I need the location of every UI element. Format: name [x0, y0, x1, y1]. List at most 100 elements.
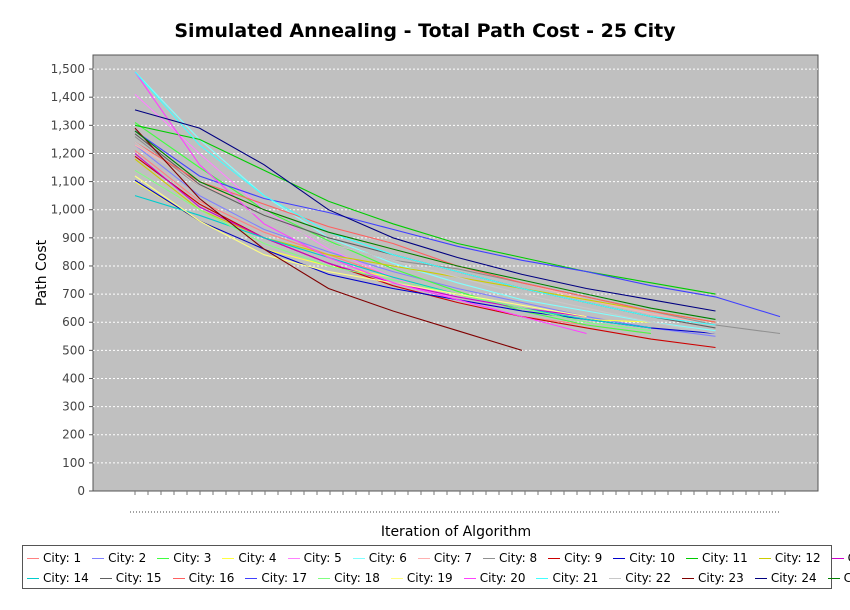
- legend-item: City: 10: [613, 551, 675, 565]
- y-tick-label: 500: [62, 343, 85, 357]
- y-axis-label: Path Cost: [34, 239, 50, 306]
- legend-label: City: 6: [368, 551, 407, 565]
- y-tick-label: 1,100: [51, 175, 85, 189]
- legend-label: City: 13: [848, 551, 850, 565]
- y-tick-label: 100: [62, 456, 85, 470]
- legend-item: City: 11: [686, 551, 748, 565]
- legend-label: City: 9: [564, 551, 603, 565]
- legend-swatch: [27, 577, 39, 579]
- legend-item: City: 12: [758, 551, 821, 565]
- series-line: [134, 124, 716, 295]
- legend-swatch: [548, 557, 561, 559]
- legend-label: City: 25: [843, 571, 850, 585]
- x-axis-label: Iteration of Algorithm: [381, 524, 531, 540]
- legend-label: City: 17: [261, 571, 308, 585]
- y-tick-label: 600: [62, 315, 85, 329]
- legend-swatch: [758, 557, 771, 559]
- series-line: [134, 127, 523, 351]
- legend-item: City: 20: [463, 571, 526, 585]
- legend-swatch: [827, 577, 840, 579]
- legend-item: City: 22: [609, 571, 671, 585]
- legend-label: City: 3: [173, 551, 212, 565]
- series-line: [134, 71, 587, 335]
- legend-label: City: 21: [552, 571, 599, 585]
- legend-swatch: [682, 577, 695, 579]
- legend-item: City: 6: [352, 551, 407, 565]
- legend-swatch: [754, 577, 767, 579]
- series-line: [134, 71, 716, 326]
- series-line: [134, 109, 716, 312]
- legend-swatch: [390, 577, 403, 579]
- legend-label: City: 15: [115, 571, 162, 585]
- y-tick-label: 700: [62, 287, 85, 301]
- legend-swatch: [287, 557, 300, 559]
- legend-swatch: [27, 557, 39, 559]
- legend-item: City: 16: [172, 571, 235, 585]
- legend-item: City: 21: [536, 571, 598, 585]
- legend-row: City: 1 City: 2 City: 3 City: 4 City: 5 City:…: [27, 548, 850, 568]
- legend-swatch: [172, 577, 185, 579]
- legend-label: City: 5: [303, 551, 342, 565]
- legend-item: City: 18: [318, 571, 380, 585]
- series-line: [134, 195, 652, 329]
- legend-item: City: 14: [27, 571, 89, 585]
- legend-label: City: 19: [406, 571, 453, 585]
- legend-item: City: 19: [390, 571, 453, 585]
- legend-item: City: 3: [157, 551, 211, 565]
- y-tick-label: 1,400: [51, 90, 85, 104]
- legend-label: City: 8: [498, 551, 538, 565]
- legend-label: City: 20: [479, 571, 526, 585]
- legend-label: City: 11: [702, 551, 748, 565]
- legend-item: City: 17: [245, 571, 307, 585]
- legend-item: City: 23: [682, 571, 744, 585]
- plot-area: [92, 54, 819, 492]
- series-line: [134, 175, 587, 318]
- legend-label: City: 7: [433, 551, 472, 565]
- legend-swatch: [417, 557, 430, 559]
- y-tick-label: 1,200: [51, 146, 85, 160]
- legend-swatch: [482, 557, 495, 559]
- series-line: [134, 122, 652, 335]
- legend-label: City: 24: [770, 571, 817, 585]
- legend-swatch: [92, 557, 105, 559]
- legend-swatch: [613, 557, 626, 559]
- legend-swatch: [318, 577, 331, 579]
- y-tick-label: 300: [62, 400, 85, 414]
- y-tick-label: 1,300: [51, 118, 85, 132]
- legend-item: City: 24: [754, 571, 817, 585]
- legend-swatch: [245, 577, 258, 579]
- legend-label: City: 12: [774, 551, 821, 565]
- legend-item: City: 15: [99, 571, 162, 585]
- axes: 0 100 200 300 400 500 600 700 800 900 1,000 1,100 1,…: [51, 62, 786, 513]
- legend-item: City: 9: [548, 551, 602, 565]
- series-line: [134, 71, 716, 332]
- y-tick-label: 800: [62, 259, 85, 273]
- legend-item: City: 7: [417, 551, 472, 565]
- series-line: [134, 141, 716, 323]
- y-tick-label: 1,000: [51, 203, 85, 217]
- legend-label: City: 2: [108, 551, 147, 565]
- y-tick-label: 0: [77, 484, 85, 498]
- legend-swatch: [157, 557, 170, 559]
- series-line: [134, 130, 716, 320]
- legend-swatch: [222, 557, 235, 559]
- legend: City: 1 City: 2 City: 3 City: 4 City: 5 City:…: [22, 545, 850, 589]
- legend-item: City: 8: [482, 551, 538, 565]
- legend-item: City: 2: [92, 551, 146, 565]
- legend-label: City: 14: [43, 571, 89, 585]
- legend-swatch: [609, 577, 622, 579]
- legend-label: City: 18: [334, 571, 380, 585]
- legend-swatch: [686, 557, 699, 559]
- series-line: [134, 169, 652, 332]
- series-lines: [134, 71, 781, 351]
- legend-item: City: 5: [287, 551, 342, 565]
- y-tick-label: 200: [62, 428, 85, 442]
- legend-row: City: 14 City: 15 City: 16 City: 17 City: 18…: [27, 568, 850, 588]
- legend-label: City: 4: [238, 551, 277, 565]
- legend-item: City: 4: [222, 551, 277, 565]
- legend-label: City: 10: [629, 551, 676, 565]
- legend-label: City: 16: [188, 571, 235, 585]
- legend-label: City: 23: [698, 571, 744, 585]
- chart-title: Simulated Annealing - Total Path Cost - …: [174, 20, 676, 42]
- legend-swatch: [352, 557, 365, 559]
